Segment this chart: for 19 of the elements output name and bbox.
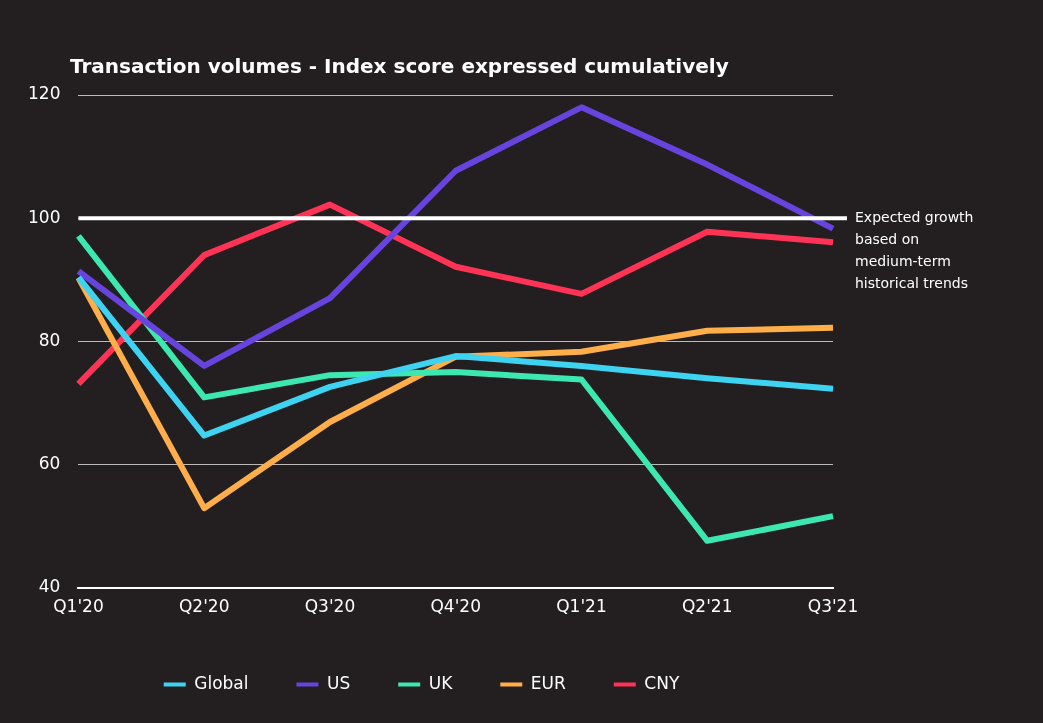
legend-label: EUR	[530, 672, 566, 693]
y-tick-label: 120	[27, 83, 61, 104]
legend-label: Global	[194, 672, 249, 693]
y-tick-label: 100	[27, 206, 61, 227]
x-tick-label: Q2'20	[178, 596, 230, 617]
chart-title: Transaction volumes - Index score expressed cumulatively	[70, 54, 729, 78]
ref-line-label: Expected growth based on medium-term historical trends	[855, 208, 974, 291]
legend-label: US	[326, 672, 351, 693]
x-tick-label: Q2'21	[681, 596, 733, 617]
x-tick-label: Q3'20	[304, 596, 356, 617]
y-tick-label: 80	[38, 329, 61, 350]
x-tick-label: Q4'20	[430, 596, 481, 617]
y-tick-label: 40	[38, 576, 61, 597]
x-tick-label: Q1'20	[53, 596, 104, 617]
legend-label: CNY	[644, 672, 680, 693]
legend-label: UK	[428, 672, 454, 693]
y-tick-label: 60	[38, 452, 61, 473]
x-tick-label: Q1'21	[556, 596, 607, 617]
x-tick-label: Q3'21	[807, 596, 859, 617]
